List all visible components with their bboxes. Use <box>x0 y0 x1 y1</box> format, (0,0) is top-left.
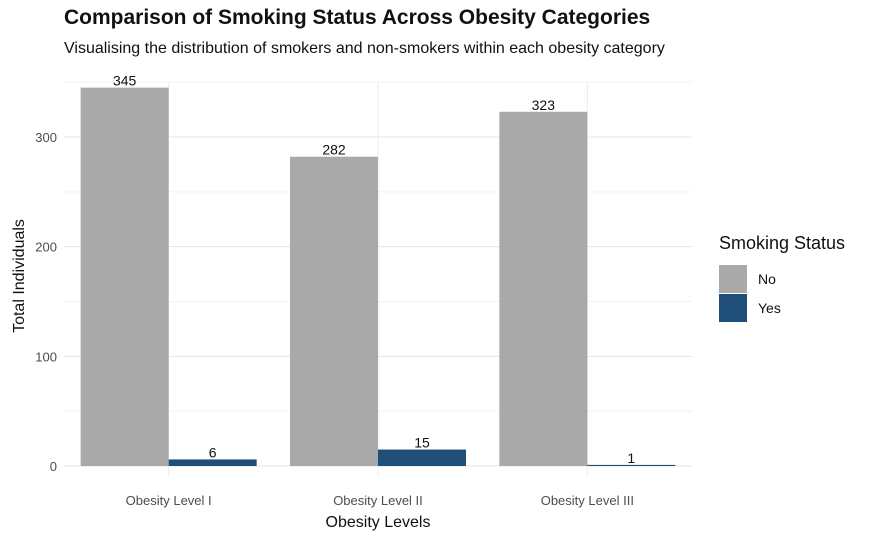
legend-label: No <box>758 270 776 287</box>
bar-no-2 <box>290 156 378 467</box>
legend: Smoking Status No Yes <box>719 233 845 322</box>
data-labels: 345 6 282 15 323 1 <box>113 73 635 466</box>
legend-item-no: No <box>719 264 845 293</box>
chart-subtitle: Visualising the distribution of smokers … <box>64 40 665 57</box>
chart-title: Comparison of Smoking Status Across Obes… <box>64 6 651 29</box>
x-tick-label: Obesity Level III <box>541 493 634 508</box>
x-axis-ticks: Obesity Level I Obesity Level II Obesity L… <box>126 493 634 508</box>
x-tick-label: Obesity Level I <box>126 493 212 508</box>
data-label: 6 <box>209 444 217 460</box>
x-tick-label: Obesity Level II <box>333 493 423 508</box>
legend-items: No Yes <box>719 264 845 322</box>
legend-swatch <box>719 264 747 293</box>
y-axis-title: Total Individuals <box>11 219 28 333</box>
bar-yes-2 <box>378 449 466 466</box>
legend-swatch <box>719 293 747 322</box>
legend-title: Smoking Status <box>719 233 846 253</box>
y-tick-label: 200 <box>35 240 57 255</box>
legend-item-yes: Yes <box>719 293 845 322</box>
legend-label: Yes <box>758 299 781 316</box>
y-tick-label: 300 <box>35 130 57 145</box>
data-label: 1 <box>627 450 635 466</box>
x-axis-title: Obesity Levels <box>326 514 431 531</box>
y-tick-label: 0 <box>50 459 57 474</box>
bars <box>80 87 676 467</box>
data-label: 323 <box>532 97 556 113</box>
y-axis-ticks: 0 100 200 300 <box>35 130 57 474</box>
data-label: 282 <box>322 142 346 158</box>
y-tick-label: 100 <box>35 349 57 364</box>
bar-yes-3 <box>587 464 676 466</box>
bar-no-1 <box>80 87 169 467</box>
data-label: 15 <box>414 435 430 451</box>
bar-no-3 <box>499 111 588 466</box>
data-label: 345 <box>113 73 137 89</box>
bar-yes-1 <box>168 459 257 466</box>
